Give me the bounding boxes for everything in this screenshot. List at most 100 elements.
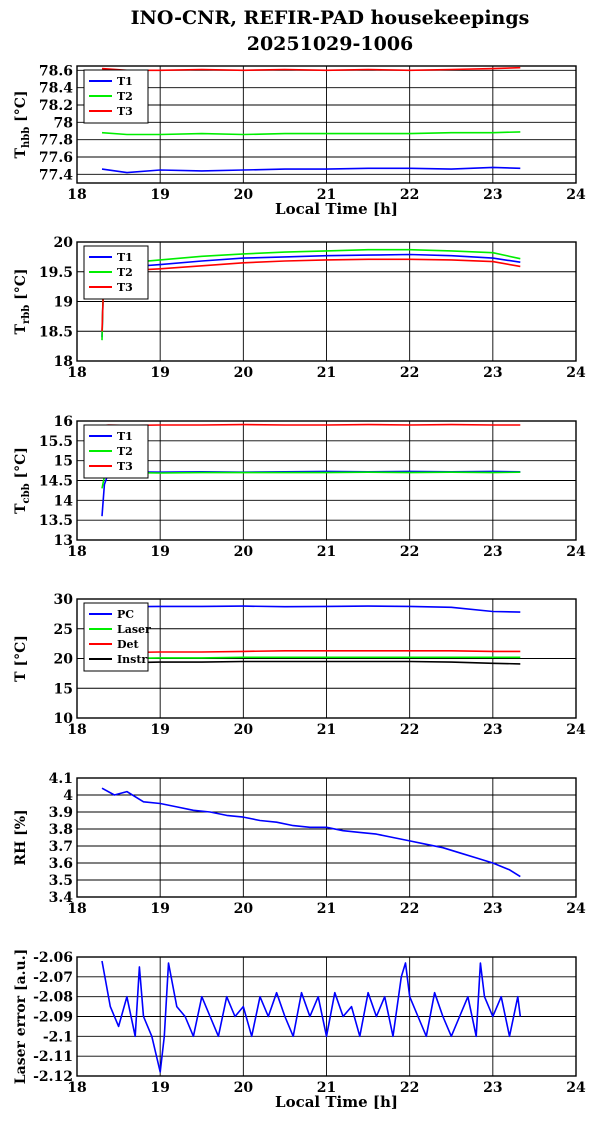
y-tick-label: 3.9 bbox=[49, 805, 73, 821]
plot-frame bbox=[76, 598, 577, 719]
legend-label: T2 bbox=[117, 266, 133, 279]
x-tick-label: 19 bbox=[150, 722, 169, 738]
x-tick-label: 24 bbox=[566, 901, 586, 917]
y-tick-label: 78.4 bbox=[39, 81, 73, 97]
x-tick-label: 20 bbox=[234, 901, 254, 917]
series-line-det bbox=[101, 649, 521, 654]
x-tick-label: 21 bbox=[317, 722, 336, 738]
y-tick-label: 3.5 bbox=[49, 873, 73, 889]
plot-frame bbox=[76, 65, 577, 184]
y-tick-label: -2.09 bbox=[33, 1010, 73, 1026]
chart-panel-4: 18 19 20 21 22 23 24 10 15 20 25 30 T [°C] PC Laser Det… bbox=[13, 592, 586, 738]
x-tick-label: 21 bbox=[317, 365, 336, 381]
legend-label: T1 bbox=[117, 251, 133, 264]
x-tick-label: 19 bbox=[150, 187, 169, 203]
x-tick-label: 23 bbox=[483, 901, 502, 917]
series-line-t3 bbox=[101, 66, 521, 72]
x-tick-label: 24 bbox=[566, 1080, 586, 1096]
x-tick-label: 19 bbox=[150, 365, 169, 381]
y-tick-label: 14.5 bbox=[39, 474, 73, 490]
y-tick-label: 3.4 bbox=[49, 890, 74, 906]
y-axis-label: T [°C] bbox=[13, 635, 29, 682]
x-tick-label: 23 bbox=[483, 365, 502, 381]
legend-label: T3 bbox=[117, 281, 133, 294]
x-tick-label: 24 bbox=[566, 544, 586, 560]
chart-panel-2: 18 19 20 21 22 23 24 18 18.5 19 19.5 20 Trbb [°C] T1 T… bbox=[13, 235, 586, 381]
y-tick-label: 20 bbox=[54, 652, 74, 668]
legend-label: T2 bbox=[117, 90, 133, 103]
series-line-t3 bbox=[101, 423, 521, 427]
x-tick-label: 19 bbox=[150, 1080, 169, 1096]
y-axis-label: Laser error [a.u.] bbox=[13, 949, 29, 1084]
x-tick-label: 18 bbox=[67, 544, 86, 560]
y-tick-label: 15 bbox=[54, 454, 73, 470]
y-tick-label: 10 bbox=[54, 711, 74, 727]
x-tick-label: 19 bbox=[150, 544, 169, 560]
x-tick-label: 23 bbox=[483, 722, 502, 738]
x-tick-label: 24 bbox=[566, 722, 586, 738]
y-tick-label: -2.1 bbox=[43, 1029, 73, 1045]
y-tick-label: -2.08 bbox=[33, 990, 73, 1006]
y-axis-label: Trbb [°C] bbox=[13, 269, 32, 335]
series-line-rh bbox=[101, 787, 521, 878]
x-tick-label: 19 bbox=[150, 901, 169, 917]
x-tick-label: 18 bbox=[67, 901, 86, 917]
series-line-laser-error bbox=[101, 960, 522, 1073]
x-tick-label: 23 bbox=[483, 187, 502, 203]
y-tick-label: -2.12 bbox=[33, 1069, 73, 1085]
x-tick-label: 21 bbox=[317, 901, 336, 917]
y-tick-label: 19 bbox=[54, 295, 73, 311]
y-axis-label: Thbb [°C] bbox=[13, 91, 32, 159]
x-tick-label: 21 bbox=[317, 187, 336, 203]
x-tick-label: 18 bbox=[67, 1080, 86, 1096]
y-tick-label: 18 bbox=[54, 354, 73, 370]
y-tick-label: -2.07 bbox=[33, 970, 73, 986]
y-tick-label: 78 bbox=[54, 115, 73, 131]
legend-label: T1 bbox=[117, 430, 133, 443]
legend-label: Instr bbox=[117, 653, 147, 666]
x-tick-label: 22 bbox=[400, 365, 419, 381]
y-tick-label: 78.6 bbox=[39, 63, 73, 79]
series-line-t1 bbox=[101, 166, 521, 174]
series-line-instr bbox=[102, 660, 521, 665]
y-tick-label: 14 bbox=[54, 493, 74, 509]
legend-label: PC bbox=[117, 608, 134, 621]
x-tick-label: 20 bbox=[234, 1080, 254, 1096]
x-tick-label: 22 bbox=[400, 544, 419, 560]
legend-label: T1 bbox=[117, 75, 133, 88]
legend-label: T3 bbox=[117, 105, 133, 118]
y-tick-label: 16 bbox=[54, 414, 73, 430]
x-tick-label: 21 bbox=[317, 544, 336, 560]
legend-label: Det bbox=[117, 638, 140, 651]
legend-label: T3 bbox=[117, 460, 133, 473]
legend-label: T2 bbox=[117, 445, 133, 458]
y-tick-label: -2.06 bbox=[33, 950, 73, 966]
figure-title: INO-CNR, REFIR-PAD housekeepings bbox=[131, 7, 530, 29]
y-tick-label: 3.7 bbox=[49, 839, 73, 855]
y-tick-label: 77.6 bbox=[39, 150, 73, 166]
series-line-t2 bbox=[101, 248, 521, 341]
x-axis-label: Local Time [h] bbox=[275, 1093, 398, 1111]
y-axis-label: Tcbb [°C] bbox=[13, 447, 32, 514]
y-tick-label: 13.5 bbox=[39, 513, 73, 529]
series-line-t1 bbox=[101, 470, 521, 517]
y-tick-label: 25 bbox=[54, 622, 73, 638]
y-tick-label: 77.4 bbox=[39, 167, 73, 183]
y-tick-label: 30 bbox=[54, 592, 74, 608]
legend-label: Laser bbox=[117, 623, 151, 636]
plot-frame bbox=[76, 420, 577, 541]
y-tick-label: 13 bbox=[54, 533, 73, 549]
x-tick-label: 23 bbox=[483, 1080, 502, 1096]
chart-panel-3: 18 19 20 21 22 23 24 13 13.5 14 14.5 15 15.5 16 Tcbb [… bbox=[13, 414, 586, 560]
y-tick-label: 3.6 bbox=[49, 856, 73, 872]
y-tick-label: 19.5 bbox=[39, 265, 73, 281]
x-tick-label: 20 bbox=[234, 365, 254, 381]
series-line-t1 bbox=[101, 253, 521, 338]
y-tick-label: 4 bbox=[63, 788, 73, 804]
y-tick-label: -2.11 bbox=[33, 1049, 73, 1065]
plot-frame bbox=[76, 241, 577, 362]
chart-panel-5: 18 19 20 21 22 23 24 3.43.53.63.73.83.944.1 RH [… bbox=[13, 771, 586, 917]
